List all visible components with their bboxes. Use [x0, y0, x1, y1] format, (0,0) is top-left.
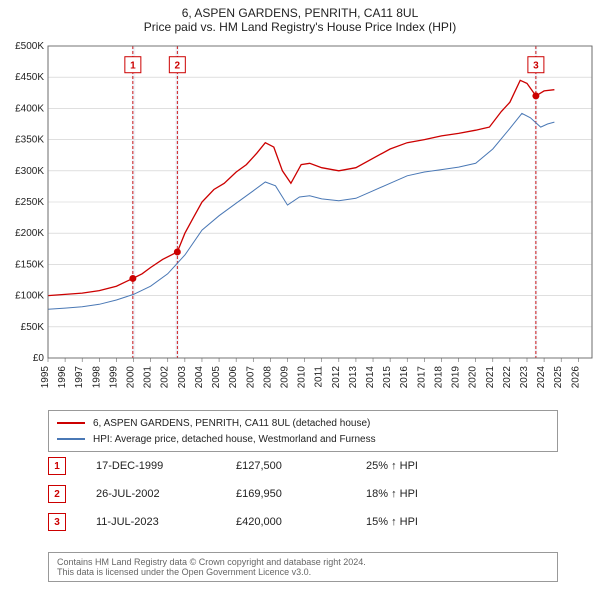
events-table: 1 17-DEC-1999 £127,500 25% ↑ HPI 2 26-JU…: [48, 452, 558, 536]
svg-text:2005: 2005: [211, 366, 222, 389]
svg-text:2024: 2024: [536, 366, 547, 389]
svg-text:1998: 1998: [91, 366, 102, 389]
event-date-2: 11-JUL-2023: [96, 516, 206, 528]
svg-text:2025: 2025: [553, 366, 564, 389]
svg-text:£150K: £150K: [15, 259, 44, 270]
event-date-0: 17-DEC-1999: [96, 460, 206, 472]
svg-text:2015: 2015: [382, 366, 393, 389]
svg-text:2017: 2017: [416, 366, 427, 389]
legend-label-1: HPI: Average price, detached house, West…: [93, 434, 376, 445]
licence-line2: This data is licensed under the Open Gov…: [57, 567, 549, 577]
svg-text:1996: 1996: [57, 366, 68, 389]
svg-text:2012: 2012: [331, 366, 342, 389]
svg-text:2000: 2000: [126, 366, 137, 389]
svg-text:£100K: £100K: [15, 291, 44, 302]
svg-text:2: 2: [175, 61, 181, 72]
svg-text:£250K: £250K: [15, 197, 44, 208]
legend-item-1: HPI: Average price, detached house, West…: [57, 431, 549, 447]
event-date-1: 26-JUL-2002: [96, 488, 206, 500]
legend-label-0: 6, ASPEN GARDENS, PENRITH, CA11 8UL (det…: [93, 418, 370, 429]
svg-text:2020: 2020: [468, 366, 479, 389]
event-price-2: £420,000: [236, 516, 336, 528]
svg-text:3: 3: [533, 61, 539, 72]
event-price-0: £127,500: [236, 460, 336, 472]
svg-text:2010: 2010: [297, 366, 308, 389]
svg-text:1997: 1997: [74, 366, 85, 389]
svg-text:£350K: £350K: [15, 135, 44, 146]
svg-text:£500K: £500K: [15, 41, 44, 52]
svg-text:£450K: £450K: [15, 72, 44, 83]
event-pct-1: 18% ↑ HPI: [366, 488, 466, 500]
chart-title-line2: Price paid vs. HM Land Registry's House …: [0, 20, 600, 38]
legend-box: 6, ASPEN GARDENS, PENRITH, CA11 8UL (det…: [48, 410, 558, 452]
chart-title-line1: 6, ASPEN GARDENS, PENRITH, CA11 8UL: [0, 0, 600, 20]
legend-item-0: 6, ASPEN GARDENS, PENRITH, CA11 8UL (det…: [57, 415, 549, 431]
svg-text:1999: 1999: [108, 366, 119, 389]
svg-text:1995: 1995: [40, 366, 51, 389]
svg-text:£400K: £400K: [15, 103, 44, 114]
event-price-1: £169,950: [236, 488, 336, 500]
svg-text:2002: 2002: [160, 366, 171, 389]
svg-text:£200K: £200K: [15, 228, 44, 239]
svg-text:2019: 2019: [451, 366, 462, 389]
svg-text:2006: 2006: [228, 366, 239, 389]
svg-text:2008: 2008: [262, 366, 273, 389]
legend-swatch-0: [57, 422, 85, 424]
licence-box: Contains HM Land Registry data © Crown c…: [48, 552, 558, 582]
svg-text:£300K: £300K: [15, 166, 44, 177]
chart-area: £0 £50K £100K £150K £200K £250K £300K £350K £400…: [0, 40, 600, 400]
svg-text:2001: 2001: [143, 366, 154, 389]
svg-text:1: 1: [130, 61, 136, 72]
event-row-0: 1 17-DEC-1999 £127,500 25% ↑ HPI: [48, 452, 558, 480]
event-pct-2: 15% ↑ HPI: [366, 516, 466, 528]
svg-text:2013: 2013: [348, 366, 359, 389]
event-row-1: 2 26-JUL-2002 £169,950 18% ↑ HPI: [48, 480, 558, 508]
svg-text:2004: 2004: [194, 366, 205, 389]
svg-text:2011: 2011: [314, 366, 325, 388]
licence-line1: Contains HM Land Registry data © Crown c…: [57, 557, 549, 567]
svg-text:2016: 2016: [399, 366, 410, 389]
svg-text:2026: 2026: [570, 366, 581, 389]
svg-text:2009: 2009: [279, 366, 290, 389]
svg-text:2022: 2022: [502, 366, 513, 389]
event-marker-1: 2: [48, 485, 66, 503]
svg-text:2018: 2018: [433, 366, 444, 389]
svg-text:2021: 2021: [485, 366, 496, 389]
chart-svg: £0 £50K £100K £150K £200K £250K £300K £350K £400…: [0, 40, 600, 400]
event-pct-0: 25% ↑ HPI: [366, 460, 466, 472]
event-marker-2: 3: [48, 513, 66, 531]
svg-text:2023: 2023: [519, 366, 530, 389]
svg-text:2007: 2007: [245, 366, 256, 389]
event-row-2: 3 11-JUL-2023 £420,000 15% ↑ HPI: [48, 508, 558, 536]
svg-text:2003: 2003: [177, 366, 188, 389]
event-marker-0: 1: [48, 457, 66, 475]
legend-swatch-1: [57, 438, 85, 440]
svg-text:£0: £0: [33, 353, 45, 364]
svg-text:£50K: £50K: [21, 322, 45, 333]
svg-text:2014: 2014: [365, 366, 376, 389]
